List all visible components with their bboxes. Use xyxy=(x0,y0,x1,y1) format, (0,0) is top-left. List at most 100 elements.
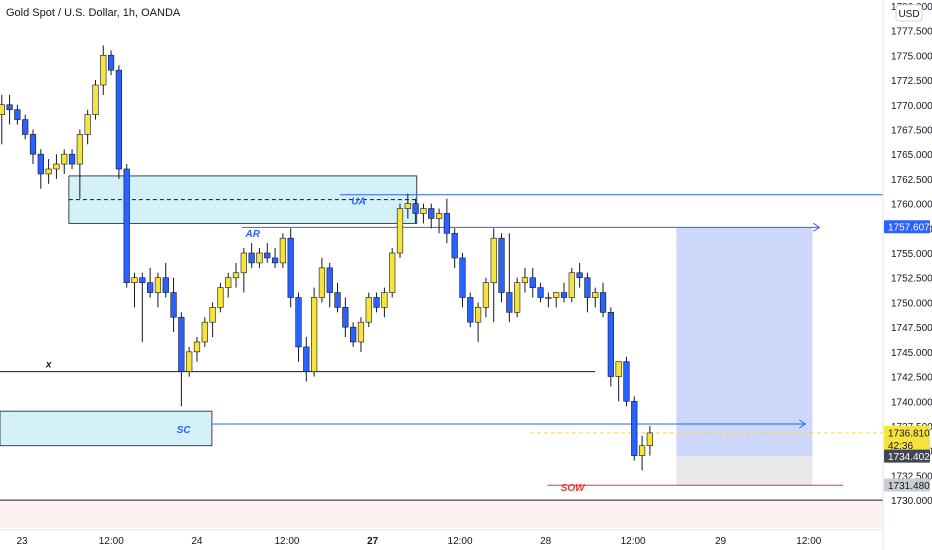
candle-body xyxy=(37,153,44,175)
candle-body xyxy=(225,277,232,288)
stop-box xyxy=(676,456,813,486)
candle-body xyxy=(631,400,638,456)
candle-body xyxy=(178,316,185,372)
candle-body xyxy=(568,272,575,298)
candle-body xyxy=(240,252,247,274)
candle-body xyxy=(592,292,599,298)
candle-body xyxy=(139,277,146,283)
annotation-layer: AR UA SC x SOW xyxy=(45,197,586,495)
candle-body xyxy=(490,237,497,283)
candle-body xyxy=(560,292,568,298)
candle-body xyxy=(256,252,263,264)
arrow-head xyxy=(799,419,807,429)
candle-body xyxy=(646,432,653,447)
price-tick: 1752.500 xyxy=(891,274,932,285)
candle-body xyxy=(545,297,552,299)
candle-body xyxy=(599,292,607,313)
candle-body xyxy=(311,297,318,372)
candle-body xyxy=(381,292,388,308)
price-label-bg xyxy=(884,449,930,463)
time-tick: 29 xyxy=(715,536,727,547)
price-label: 1731.480 xyxy=(888,481,930,492)
currency-label: USD xyxy=(898,9,919,20)
currency-badge: USD xyxy=(895,4,923,22)
candle-body xyxy=(76,134,83,165)
price-tick: 1747.500 xyxy=(891,323,932,334)
price-tick: 1732.500 xyxy=(891,471,932,482)
candle-body xyxy=(186,351,193,372)
time-tick: 24 xyxy=(191,536,203,547)
price-tick: 1762.500 xyxy=(891,175,932,186)
candle-body xyxy=(404,203,411,209)
annotation-label: SC xyxy=(177,425,192,436)
candle-body xyxy=(170,292,177,318)
candle-body xyxy=(279,237,286,264)
time-tick: 23 xyxy=(17,536,29,547)
bottom-band xyxy=(0,500,883,528)
price-label-bg xyxy=(884,425,930,452)
candle-body xyxy=(318,267,326,298)
candle-body xyxy=(0,104,5,115)
candle-body xyxy=(217,287,224,308)
candle-body xyxy=(537,287,544,298)
annotation-label: SOW xyxy=(561,483,586,494)
candle-body xyxy=(521,277,529,283)
candle-body xyxy=(342,307,349,328)
candle-body xyxy=(420,208,427,214)
price-label: 1736.810 xyxy=(888,428,930,439)
candle-body xyxy=(61,153,68,165)
chart-title: Gold Spot / U.S. Dollar, 1h, OANDA xyxy=(6,7,181,19)
candle-body xyxy=(287,237,294,298)
candle-body xyxy=(396,208,404,254)
time-tick: 27 xyxy=(367,536,379,547)
price-tick: 1755.000 xyxy=(891,249,932,260)
candle-body xyxy=(123,168,130,283)
time-tick: 28 xyxy=(540,536,552,547)
candle-body xyxy=(584,277,591,298)
candle-body xyxy=(482,282,490,308)
candle-body xyxy=(271,257,279,264)
price-tick: 1730.000 xyxy=(891,496,932,507)
candle-body xyxy=(22,119,29,135)
candle-body xyxy=(6,104,13,111)
candle-body xyxy=(467,297,474,323)
candle-body xyxy=(326,267,333,293)
candle-body xyxy=(451,232,458,259)
price-tick: 1742.500 xyxy=(891,373,932,384)
price-label-bg xyxy=(884,478,930,492)
candle-body xyxy=(92,84,99,115)
time-tick: 12:00 xyxy=(99,536,124,547)
candle-body xyxy=(428,208,435,219)
candle-body xyxy=(248,252,255,264)
candle-body xyxy=(193,341,201,353)
price-tick: 1775.000 xyxy=(891,51,932,62)
candle-body xyxy=(443,213,450,234)
candle-body xyxy=(514,282,521,313)
candle-body xyxy=(209,307,216,323)
candle-body xyxy=(68,153,76,165)
candle-body xyxy=(201,321,208,343)
time-tick: 12:00 xyxy=(621,536,646,547)
candles-layer xyxy=(0,45,653,471)
candle-body xyxy=(147,282,154,293)
time-axis: 23 12:00 24 12:00 27 12:00 28 12:00 29 12:00 xyxy=(0,529,883,547)
candle-body xyxy=(303,346,310,372)
price-axis: 1730.0001732.5001735.0001737.5001740.000… xyxy=(882,0,932,550)
countdown-label: 42:36 xyxy=(888,441,913,452)
time-tick: 12:00 xyxy=(274,536,299,547)
arrow-head xyxy=(813,222,821,232)
candle-body xyxy=(154,277,162,293)
candle-body xyxy=(131,277,138,283)
price-label: 1734.402 xyxy=(888,452,930,463)
candle-body xyxy=(576,272,583,279)
candle-body xyxy=(553,292,560,298)
currency-badge-bg xyxy=(895,4,923,22)
price-tick: 1770.000 xyxy=(891,101,932,112)
candle-body xyxy=(412,203,419,214)
candle-body xyxy=(29,134,37,155)
price-tick: 1767.500 xyxy=(891,125,932,136)
candle-body xyxy=(435,213,443,219)
candle-body xyxy=(474,307,482,323)
supply-demand-zone xyxy=(0,410,213,447)
